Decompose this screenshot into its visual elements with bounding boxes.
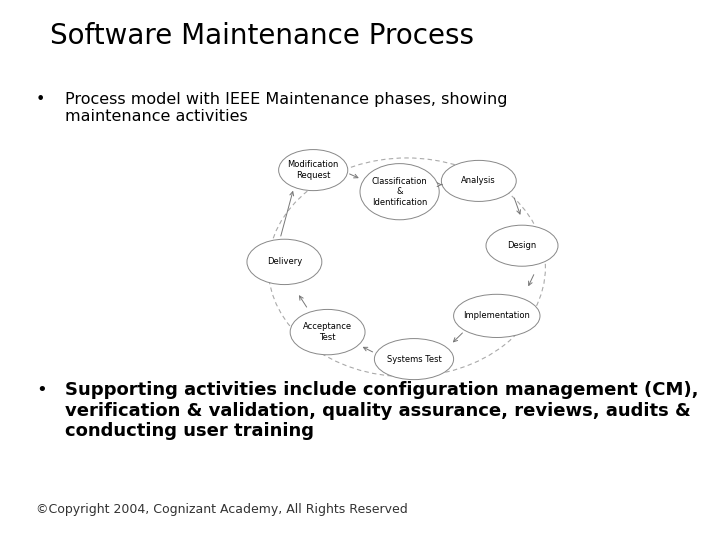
Ellipse shape xyxy=(374,339,454,380)
Text: Process model with IEEE Maintenance phases, showing
maintenance activities: Process model with IEEE Maintenance phas… xyxy=(65,92,508,124)
Ellipse shape xyxy=(454,294,540,338)
Text: •: • xyxy=(36,381,47,399)
Text: ©Copyright 2004, Cognizant Academy, All Rights Reserved: ©Copyright 2004, Cognizant Academy, All … xyxy=(36,503,408,516)
Text: Classification
&
Identification: Classification & Identification xyxy=(372,177,428,207)
Text: •: • xyxy=(36,92,45,107)
Text: Acceptance
Test: Acceptance Test xyxy=(303,322,352,342)
Text: Implementation: Implementation xyxy=(464,312,530,320)
Text: Delivery: Delivery xyxy=(267,258,302,266)
Ellipse shape xyxy=(247,239,322,285)
Text: Design: Design xyxy=(508,241,536,250)
Text: Analysis: Analysis xyxy=(462,177,496,185)
Ellipse shape xyxy=(486,225,558,266)
Text: Modification
Request: Modification Request xyxy=(287,160,339,180)
Ellipse shape xyxy=(441,160,516,201)
Ellipse shape xyxy=(360,164,439,220)
Ellipse shape xyxy=(279,150,348,191)
Text: Systems Test: Systems Test xyxy=(387,355,441,363)
Ellipse shape xyxy=(290,309,365,355)
Text: Software Maintenance Process: Software Maintenance Process xyxy=(50,22,474,50)
Text: Supporting activities include configuration management (CM),
verification & vali: Supporting activities include configurat… xyxy=(65,381,698,440)
